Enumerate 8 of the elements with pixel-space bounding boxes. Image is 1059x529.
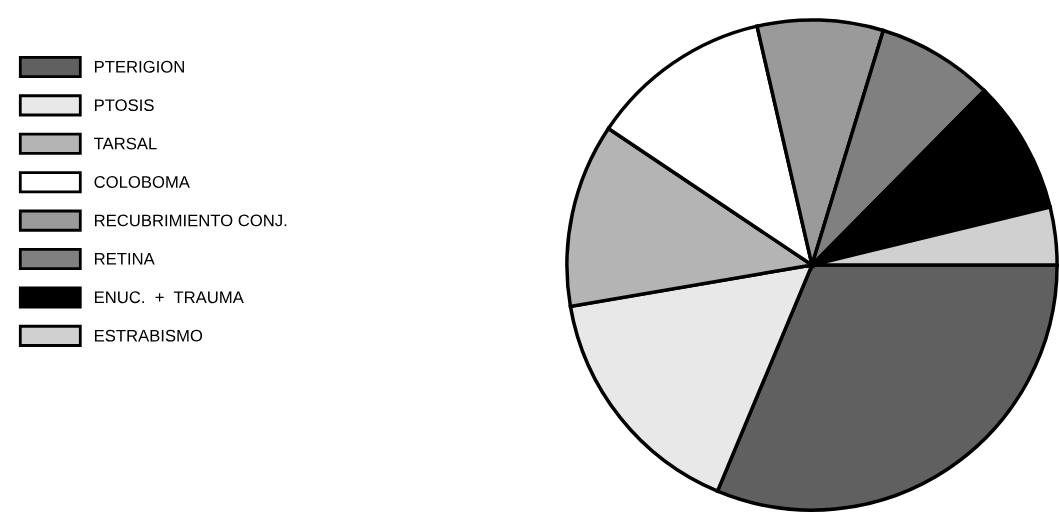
legend-label: PTOSIS [95, 99, 154, 112]
legend-label: TARSAL [94, 137, 157, 150]
legend-label: RETINA [95, 253, 155, 265]
legend-label: RECUBRIMIENTO CONJ. [95, 214, 287, 227]
legend-label: ENUC. + TRAUMA [95, 291, 244, 304]
legend-label: COLOBOMA [94, 176, 190, 188]
legend-label: PTERIGION [95, 60, 184, 73]
legend-label: ESTRABISMO [95, 329, 203, 342]
